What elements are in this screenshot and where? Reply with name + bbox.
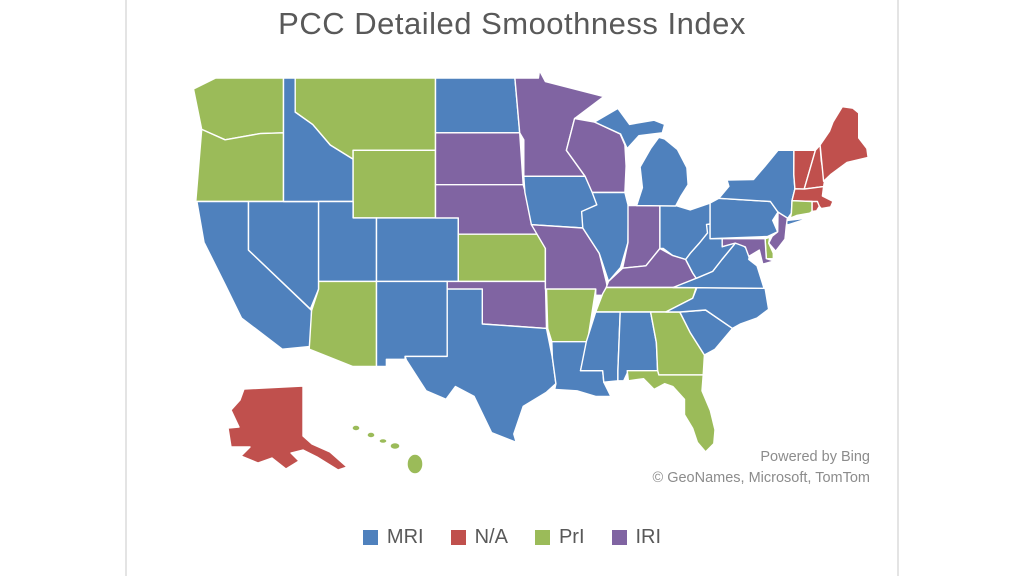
legend-label: N/A xyxy=(474,526,508,548)
state-new-jersey[interactable] xyxy=(768,211,789,252)
hawaii-island-molokai[interactable] xyxy=(378,437,388,445)
legend-item-mri[interactable]: MRI xyxy=(362,526,424,549)
legend-item-na[interactable]: N/A xyxy=(450,526,508,549)
legend-swatch-icon xyxy=(362,530,378,545)
legend-swatch-icon xyxy=(450,530,466,545)
state-colorado[interactable] xyxy=(375,217,459,283)
attribution-copyright: © GeoNames, Microsoft, TomTom xyxy=(652,470,871,486)
state-oregon[interactable] xyxy=(195,128,285,203)
slide-edge-left xyxy=(125,0,127,576)
hawaii-island-big-island[interactable] xyxy=(406,453,424,475)
map-attribution: Powered by Bing © GeoNames, Microsoft, T… xyxy=(653,447,871,489)
hawaii-island-oahu[interactable] xyxy=(366,431,376,439)
chart-title[interactable]: PCC Detailed Smoothness Index xyxy=(278,6,746,41)
state-pennsylvania[interactable] xyxy=(709,197,779,240)
state-hawaii[interactable] xyxy=(351,424,424,475)
state-north-carolina[interactable] xyxy=(665,287,770,330)
hawaii-island-kauai[interactable] xyxy=(351,424,361,432)
state-rhode-island[interactable] xyxy=(811,200,820,213)
state-florida[interactable] xyxy=(626,370,716,453)
state-michigan-upper[interactable] xyxy=(593,107,666,150)
legend-swatch-icon xyxy=(534,530,550,545)
attribution-powered-by-bing: Powered by Bing xyxy=(760,449,870,465)
state-maryland[interactable] xyxy=(721,238,775,265)
state-north-dakota[interactable] xyxy=(434,77,521,134)
legend-label: MRI xyxy=(386,526,424,548)
state-alaska[interactable] xyxy=(227,385,348,471)
state-texas[interactable] xyxy=(404,288,557,443)
legend-item-iri[interactable]: IRI xyxy=(611,526,662,549)
state-connecticut[interactable] xyxy=(789,200,813,219)
legend-label: PrI xyxy=(558,526,585,548)
legend-label: IRI xyxy=(635,526,662,548)
state-washington[interactable] xyxy=(192,77,285,141)
state-south-dakota[interactable] xyxy=(434,132,524,186)
slide-edge-right xyxy=(897,0,899,576)
state-kansas[interactable] xyxy=(457,233,547,283)
legend-item-pri[interactable]: PrI xyxy=(534,526,585,549)
legend-swatch-icon xyxy=(611,530,627,545)
map-plot-area xyxy=(192,69,869,475)
state-arizona[interactable] xyxy=(308,280,378,368)
state-wyoming[interactable] xyxy=(352,149,437,219)
state-michigan[interactable] xyxy=(593,107,689,207)
hawaii-island-maui[interactable] xyxy=(389,441,401,451)
state-new-mexico[interactable] xyxy=(375,280,448,368)
chart-legend: MRI N/A PrI IRI xyxy=(0,526,1024,549)
state-michigan-lower[interactable] xyxy=(635,136,689,207)
state-maine[interactable] xyxy=(819,106,869,182)
